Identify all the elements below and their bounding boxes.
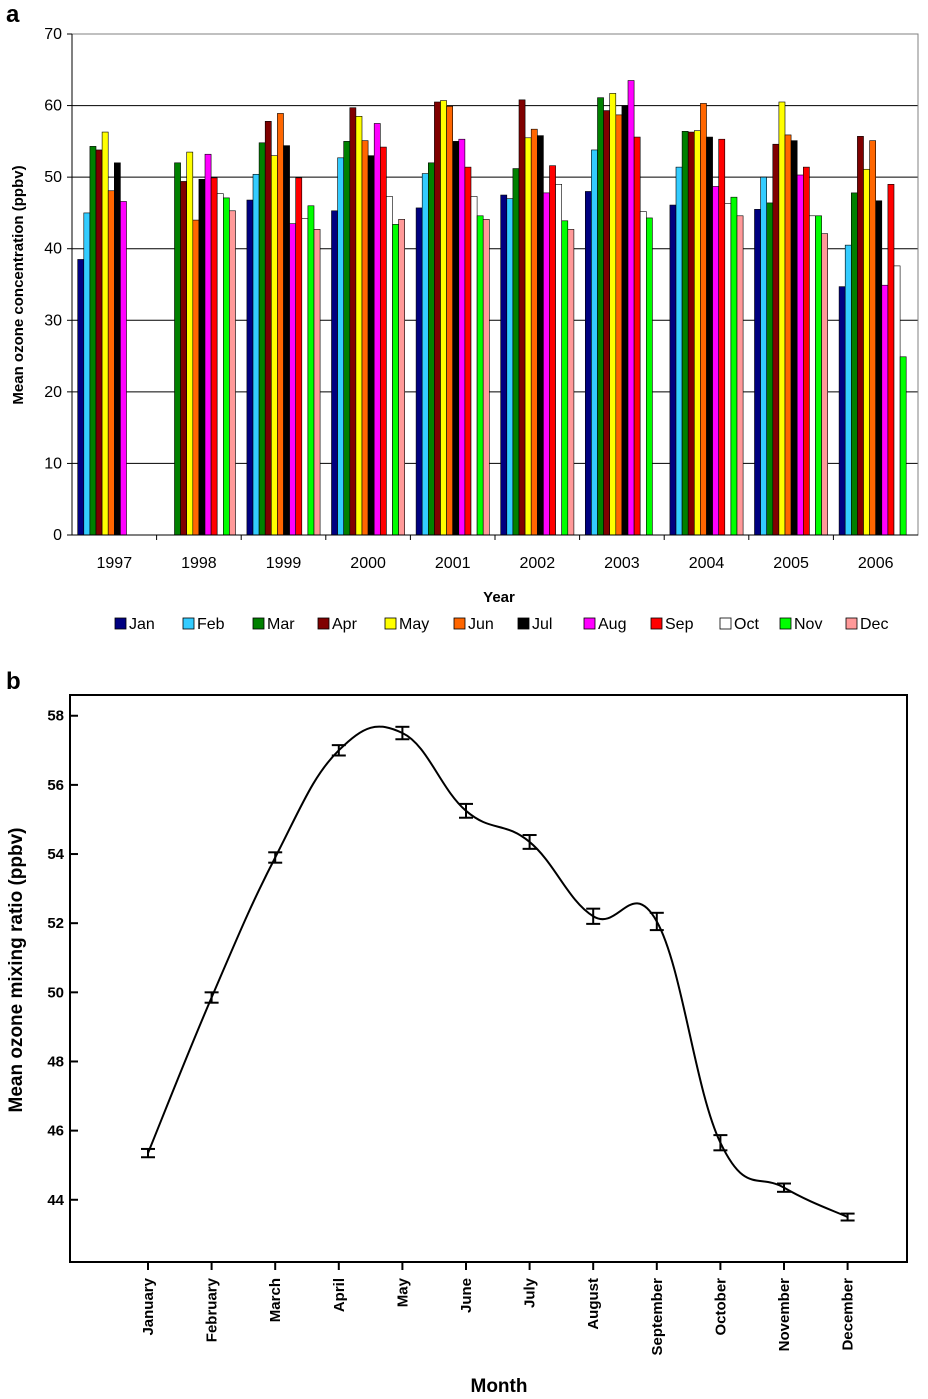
y-tick-label-a: 50 [44,169,62,186]
legend-swatch-apr [317,617,330,630]
panel-label-a: a [6,1,20,28]
x-tick-label-a: 2003 [604,555,640,572]
plot-frame-b [69,694,908,1263]
legend-label-mar: Mar [267,616,295,633]
legend-label-jan: Jan [129,616,155,633]
legend-swatch-jan [114,617,127,630]
y-axis-title-a: Mean ozone concentration (ppbv) [10,165,27,404]
x-axis-title-a: Year [483,589,515,606]
legend-label-apr: Apr [332,616,358,633]
y-tick-label-b: 48 [47,1053,64,1070]
y-tick-label-b: 46 [47,1123,64,1140]
y-tick-label-b: 50 [47,984,64,1001]
y-tick-label-a: 70 [44,26,62,43]
x-tick-label-b: September [649,1278,666,1356]
legend-label-may: May [399,616,429,633]
legend-a: Jan Feb Mar Apr May Jun Jul Aug Sep Oct Nov Dec [114,616,888,633]
panel-label-b: b [6,668,21,695]
y-tick-label-a: 0 [53,527,62,544]
x-tick-label-a: 2004 [689,555,725,572]
y-axis-title-b: Mean ozone mixing ratio (ppbv) [6,827,27,1112]
series-line-b [147,725,849,1218]
x-tick-label-a: 2000 [350,555,386,572]
legend-label-dec: Dec [860,616,888,633]
x-tick-label-b: August [585,1278,602,1330]
legend-label-feb: Feb [197,616,225,633]
legend-swatch-may [384,617,397,630]
legend-label-jul: Jul [532,616,552,633]
x-tick-label-b: October [712,1278,729,1336]
legend-swatch-feb [182,617,195,630]
x-tick-label-b: January [140,1277,157,1335]
y-tick-label-a: 30 [44,312,62,329]
legend-label-nov: Nov [794,616,822,633]
y-tick-label-a: 40 [44,241,62,258]
x-tick-label-b: May [394,1277,411,1307]
legend-swatch-sep [650,617,663,630]
x-tick-label-a: 2006 [858,555,894,572]
x-tick-label-b: July [522,1277,539,1308]
x-tick-label-a: 1997 [97,555,133,572]
legend-swatch-dec [845,617,858,630]
y-tick-label-a: 60 [44,98,62,115]
x-tick-label-a: 1999 [266,555,302,572]
legend-swatch-jul [517,617,530,630]
y-tick-label-b: 56 [47,777,64,794]
x-tick-label-b: March [267,1278,284,1322]
legend-label-oct: Oct [734,616,759,633]
y-tick-label-b: 54 [47,846,64,863]
x-tick-label-a: 2002 [520,555,556,572]
x-tick-label-a: 2001 [435,555,471,572]
y-tick-label-a: 10 [44,455,62,472]
x-tick-label-b: April [331,1278,348,1312]
x-tick-label-a: 1998 [181,555,217,572]
x-tick-label-b: June [458,1278,475,1313]
legend-swatch-oct [719,617,732,630]
legend-swatch-nov [779,617,792,630]
x-tick-label-a: 2005 [773,555,809,572]
chart-a: a 0 10 20 30 40 50 60 70 1997 1998 1999 2000 2001 20… [6,1,919,633]
x-tick-label-b: December [840,1278,857,1351]
legend-label-jun: Jun [468,616,494,633]
x-tick-label-b: November [776,1278,793,1352]
x-axis-title-b: Month [471,1376,528,1397]
legend-label-sep: Sep [665,616,694,633]
legend-label-aug: Aug [598,616,626,633]
x-tick-label-b: February [204,1277,221,1342]
y-tick-label-a: 20 [44,384,62,401]
y-tick-label-b: 52 [47,915,64,932]
legend-swatch-aug [583,617,596,630]
y-tick-label-b: 58 [47,708,64,725]
legend-swatch-jun [453,617,466,630]
y-tick-label-b: 44 [47,1192,64,1209]
legend-swatch-mar [252,617,265,630]
